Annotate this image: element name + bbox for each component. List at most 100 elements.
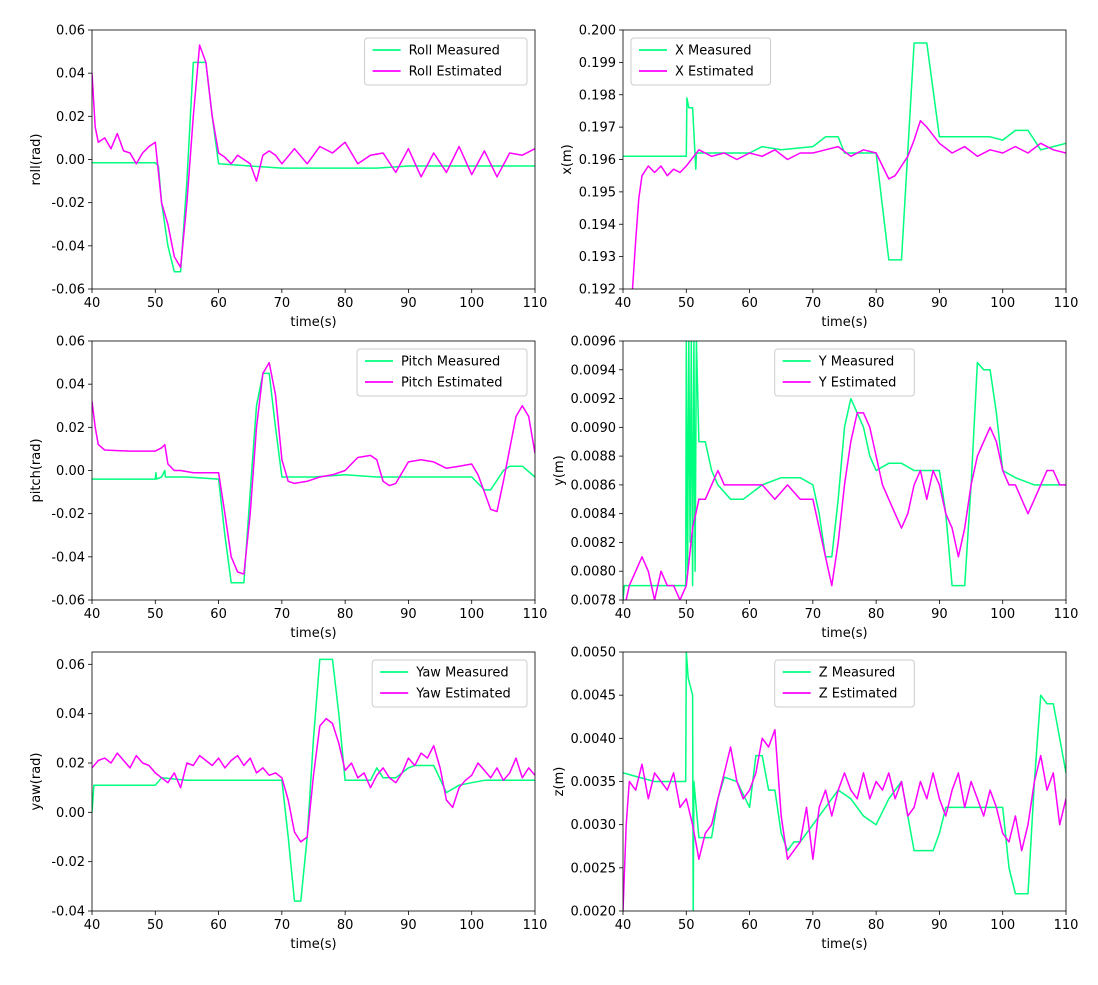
x-tick-label: 50: [147, 607, 164, 622]
x-tick-label: 60: [210, 918, 227, 933]
y-tick-label: 0.0092: [571, 392, 617, 407]
x-tick-label: 70: [805, 918, 822, 933]
x-tick-label: 40: [615, 607, 632, 622]
subplot-6: 40 50 60 70 80 90 100 110 0.0020 0.0025 0.0030 0.00…: [552, 646, 1078, 953]
y-tick-label: 0.0035: [571, 775, 617, 790]
y-tick-label: -0.02: [51, 196, 85, 211]
y-tick-label: 0.0025: [571, 861, 617, 876]
series-group: [92, 44, 535, 273]
x-tick-label: 40: [84, 296, 101, 311]
y-tick-label: 0.0078: [571, 594, 617, 609]
x-tick-label: 110: [523, 296, 548, 311]
x-tick-label: 40: [84, 607, 101, 622]
y-tick-label: 0.02: [56, 110, 85, 125]
x-tick-label: 70: [274, 607, 291, 622]
series-group: [623, 341, 1066, 600]
measured-series-line: [92, 658, 535, 902]
x-tick-label: 60: [210, 296, 227, 311]
legend-entry-label: Yaw Measured: [415, 666, 508, 681]
measured-series-line: [623, 42, 1066, 261]
legend: Yaw Measured Yaw Estimated: [371, 659, 528, 708]
y-axis-label: pitch(rad): [29, 438, 44, 502]
y-tick-label: 0.04: [56, 707, 85, 722]
subplot-2: 40 50 60 70 80 90 100 110 0.192 0.193 0.194 0.195 0.…: [560, 24, 1078, 331]
x-tick-label: 50: [678, 607, 695, 622]
x-tick-label: 90: [400, 918, 417, 933]
x-tick-label: 70: [805, 607, 822, 622]
subplot-3: 40 50 60 70 80 90 100 110 -0.06 -0.04 -0.02 0.00 0.0…: [29, 335, 547, 642]
x-tick-label: 90: [931, 918, 948, 933]
y-tick-label: 0.0045: [571, 689, 617, 704]
axes-frame: [91, 651, 536, 912]
y-tick-label: 0.00: [56, 806, 85, 821]
measured-series-line: [92, 61, 535, 273]
y-tick-label: 0.192: [579, 283, 616, 298]
x-tick-label: 90: [931, 296, 948, 311]
series-group: [92, 361, 535, 584]
x-tick-label: 100: [990, 296, 1015, 311]
x-tick-label: 100: [459, 918, 484, 933]
estimated-series-line: [623, 728, 1066, 911]
y-tick-label: 0.0020: [571, 905, 617, 920]
x-tick-label: 90: [400, 607, 417, 622]
y-tick-label: 0.0088: [571, 450, 617, 465]
x-tick-label: 50: [147, 918, 164, 933]
x-tick-label: 80: [337, 296, 354, 311]
legend-entry-label: Pitch Measured: [401, 355, 500, 370]
x-tick-label: 110: [1054, 607, 1079, 622]
y-tick-label: 0.02: [56, 421, 85, 436]
x-tick-label: 80: [868, 296, 885, 311]
y-tick-label: 0.0090: [571, 421, 617, 436]
x-axis-label: time(s): [821, 626, 867, 641]
x-tick-label: 60: [741, 296, 758, 311]
y-tick-label: -0.06: [51, 594, 85, 609]
measured-series-line: [623, 341, 1066, 600]
y-tick-label: 0.200: [579, 24, 616, 39]
x-axis-label: time(s): [290, 937, 336, 952]
y-axis-label: x(m): [560, 144, 575, 175]
x-tick-label: 50: [678, 296, 695, 311]
y-tick-label: -0.04: [51, 239, 85, 254]
x-axis-label: time(s): [821, 937, 867, 952]
legend-entry-label: X Estimated: [675, 65, 754, 80]
x-axis-label: time(s): [290, 626, 336, 641]
y-tick-label: -0.04: [51, 550, 85, 565]
x-axis-label: time(s): [821, 315, 867, 330]
legend: X Measured X Estimated: [630, 37, 772, 86]
series-group: [92, 658, 535, 902]
series-group: [623, 42, 1066, 289]
y-tick-label: 0.197: [579, 121, 616, 136]
x-tick-label: 40: [615, 296, 632, 311]
x-tick-label: 60: [210, 607, 227, 622]
x-tick-label: 80: [337, 918, 354, 933]
subplot-4: 40 50 60 70 80 90 100 110 0.0078 0.0080 0.0082 0.00…: [552, 335, 1078, 642]
estimated-series-line: [631, 119, 1066, 289]
x-tick-label: 50: [147, 296, 164, 311]
y-tick-label: 0.198: [579, 88, 616, 103]
x-tick-label: 80: [868, 607, 885, 622]
y-tick-label: 0.0080: [571, 565, 617, 580]
y-tick-label: -0.06: [51, 283, 85, 298]
axes-frame: [622, 29, 1067, 290]
legend-entry-label: Roll Measured: [409, 44, 500, 59]
axes-frame: [622, 340, 1067, 601]
x-tick-label: 100: [990, 918, 1015, 933]
x-tick-label: 60: [741, 918, 758, 933]
y-tick-label: 0.0086: [571, 478, 617, 493]
y-tick-label: 0.06: [56, 658, 85, 673]
y-axis-label: yaw(rad): [29, 753, 44, 811]
y-tick-label: 0.0082: [571, 536, 617, 551]
y-tick-label: 0.193: [579, 250, 616, 265]
x-tick-label: 100: [990, 607, 1015, 622]
x-tick-label: 70: [274, 918, 291, 933]
y-tick-label: -0.04: [51, 905, 85, 920]
y-tick-label: 0.04: [56, 67, 85, 82]
x-tick-label: 110: [523, 607, 548, 622]
x-axis-label: time(s): [290, 315, 336, 330]
legend-entry-label: Z Estimated: [819, 687, 898, 702]
y-tick-label: 0.0096: [571, 335, 617, 350]
y-tick-label: 0.0040: [571, 732, 617, 747]
legend-entry-label: X Measured: [675, 44, 752, 59]
y-tick-label: 0.04: [56, 378, 85, 393]
